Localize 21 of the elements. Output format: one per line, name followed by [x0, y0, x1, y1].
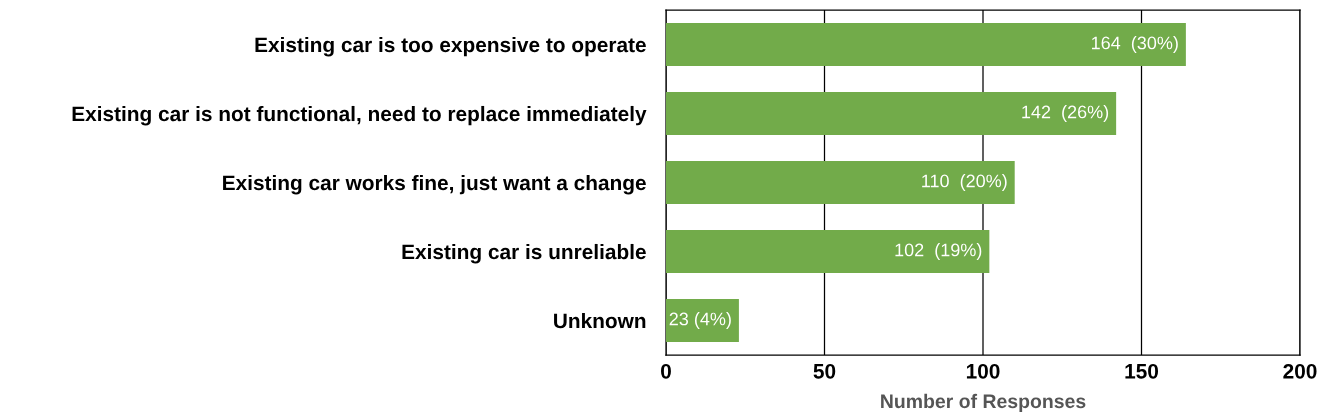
- y-tick-label: Unknown: [554, 312, 646, 329]
- x-tick-label: 50: [813, 363, 836, 379]
- data-label: 23 (4%): [669, 312, 731, 329]
- y-tick-label: Existing car is unreliable: [402, 243, 646, 264]
- data-label: 110 (20%): [922, 174, 1007, 191]
- bar: [666, 23, 1186, 66]
- x-tick-label: 150: [1125, 363, 1159, 379]
- x-tick-label: 0: [661, 363, 671, 379]
- data-label: 102 (19%): [895, 243, 982, 260]
- bar: [666, 161, 1015, 204]
- y-tick-label: Existing car is too expensive to operate: [255, 36, 646, 57]
- bar: [666, 230, 990, 273]
- y-tick-label: Existing car works fine, just want a change: [223, 174, 646, 195]
- bar: [666, 299, 739, 342]
- data-label: 142 (26%): [1022, 105, 1109, 122]
- x-axis-title: Number of Responses: [881, 393, 1086, 412]
- bar: [666, 92, 1117, 135]
- x-tick-label: 100: [966, 363, 1000, 379]
- data-label: 164 (30%): [1092, 36, 1178, 53]
- y-tick-label: Existing car is not functional, need to replace immediately: [72, 105, 647, 126]
- x-tick-label: 200: [1283, 363, 1317, 379]
